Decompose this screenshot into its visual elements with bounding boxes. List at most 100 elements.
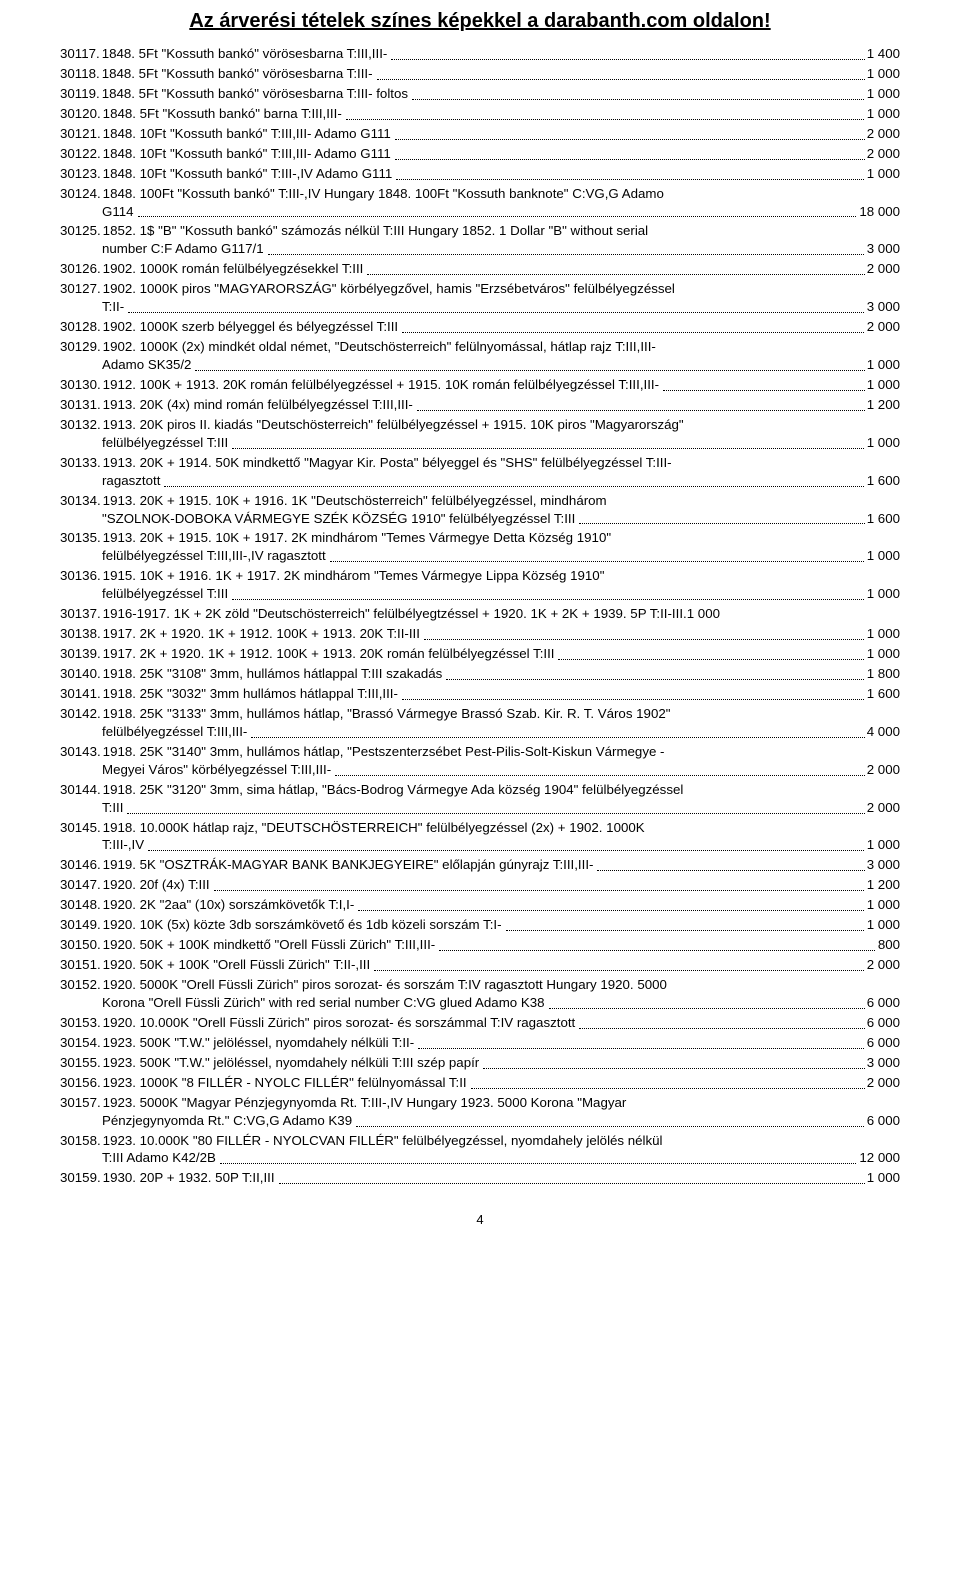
lot-number: 30141.	[60, 685, 101, 703]
lot-line: 1 20030131.1913. 20K (4x) mind román fel…	[60, 396, 900, 414]
lot-text: 1918. 10.000K hátlap rajz, "DEUTSCHÖSTER…	[101, 820, 645, 835]
lot-line: 1 000Adamo SK35/2	[60, 356, 900, 374]
lot-number: 30148.	[60, 896, 101, 914]
lot-item: 6 00030153.1920. 10.000K "Orell Füssli Z…	[60, 1014, 900, 1032]
lot-item: 1 000 30130.1912. 100K + 1913. 20K román …	[60, 376, 900, 394]
lot-item: 2 00030128.1902. 1000K szerb bélyeggel é…	[60, 318, 900, 336]
lot-item: 1 00030159.1930. 20P + 1932. 50P T:II,II…	[60, 1169, 900, 1187]
lot-number: 30150.	[60, 936, 101, 954]
lot-line: 1 000 30130.1912. 100K + 1913. 20K román …	[60, 376, 900, 394]
lot-price: 1 000	[865, 645, 900, 663]
lot-text: 1917. 2K + 1920. 1K + 1912. 100K + 1913.…	[101, 646, 557, 661]
lot-price: 1 000	[865, 625, 900, 643]
lot-number: 30149.	[60, 916, 101, 934]
lot-line: 2 00030151.1920. 50K + 100K "Orell Füssl…	[60, 956, 900, 974]
lot-text: 1848. 5Ft "Kossuth bankó" vörösesbarna T…	[100, 66, 375, 81]
lot-item: 30136.1915. 10K + 1916. 1K + 1917. 2K mi…	[60, 567, 900, 603]
lot-line: 6 000Pénzjegynyomda Rt." C:VG,G Adamo K3…	[60, 1112, 900, 1130]
lot-line: 1 000felülbélyegzéssel T:III	[60, 585, 900, 603]
lot-line: 1 600ragasztott	[60, 472, 900, 490]
lot-price: 1 000	[865, 65, 900, 83]
lot-text: 1920. 10K (5x) közte 3db sorszámkövető é…	[101, 917, 504, 932]
lot-line: 3 00030146.1919. 5K "OSZTRÁK-MAGYAR BANK…	[60, 856, 900, 874]
lot-number: 30119.	[60, 85, 100, 103]
lot-line: 2 000 30122.1848. 10Ft "Kossuth bankó" T:…	[60, 145, 900, 163]
lot-line: 30142.1918. 25K "3133" 3mm, hullámos hát…	[60, 705, 900, 723]
lot-text: 1920. 10.000K "Orell Füssli Zürich" piro…	[101, 1015, 578, 1030]
lot-item: 2 00030126.1902. 1000K román felülbélyeg…	[60, 260, 900, 278]
lot-number: 30139.	[60, 645, 101, 663]
lot-item: 30158.1923. 10.000K "80 FILLÉR - NYOLCVA…	[60, 1132, 900, 1168]
lot-price: 1 600	[865, 472, 900, 490]
lot-price: 2 000	[865, 956, 900, 974]
lot-number: 30122.	[60, 145, 101, 163]
lot-text: 1848. 5Ft "Kossuth bankó" vörösesbarna T…	[100, 86, 410, 101]
lot-item: 1 20030131.1913. 20K (4x) mind román fel…	[60, 396, 900, 414]
lot-item: 30127.1902. 1000K piros "MAGYARORSZÁG" k…	[60, 280, 900, 316]
lot-number: 30138.	[60, 625, 101, 643]
lot-price: 2 000	[865, 145, 900, 163]
lot-text: 1913. 20K piros II. kiadás "Deutschöster…	[101, 417, 684, 432]
lot-price: 18 000	[857, 203, 900, 221]
lot-line: 30127.1902. 1000K piros "MAGYARORSZÁG" k…	[60, 280, 900, 298]
lot-price: 1 000	[865, 165, 900, 183]
lot-number: 30125.	[60, 222, 101, 240]
lot-price: 1 800	[865, 665, 900, 683]
lot-item: 30133.1913. 20K + 1914. 50K mindkettő "M…	[60, 454, 900, 490]
lot-price: 2 000	[865, 260, 900, 278]
lot-text: 1920. 2K "2aa" (10x) sorszámkövetők T:I,…	[101, 897, 357, 912]
lot-number: 30118.	[60, 65, 100, 83]
lot-text: T:III	[60, 800, 125, 815]
lot-text: Pénzjegynyomda Rt." C:VG,G Adamo K39	[60, 1113, 354, 1128]
lot-number: 30146.	[60, 856, 101, 874]
lot-item: 2 00030151.1920. 50K + 100K "Orell Füssl…	[60, 956, 900, 974]
lot-line: 1 000 30118.1848. 5Ft "Kossuth bankó" vör…	[60, 65, 900, 83]
lot-text: 1920. 20f (4x) T:III	[101, 877, 212, 892]
lot-text: 1918. 25K "3133" 3mm, hullámos hátlap, "…	[101, 706, 671, 721]
lot-text: 1923. 500K "T.W." jelöléssel, nyomdahely…	[101, 1055, 482, 1070]
lot-price: 1 000	[865, 916, 900, 934]
lot-line: 30137.1916-1917. 1K + 2K zöld "Deutschös…	[60, 605, 900, 623]
lot-line: 30124.1848. 100Ft "Kossuth bankó" T:III-…	[60, 185, 900, 203]
lot-text: felülbélyegzéssel T:III,III-	[60, 724, 249, 739]
lot-number: 30126.	[60, 260, 101, 278]
lot-text: 1913. 20K + 1914. 50K mindkettő "Magyar …	[101, 455, 672, 470]
lot-number: 30153.	[60, 1014, 101, 1032]
lot-item: 30143.1918. 25K "3140" 3mm, hullámos hát…	[60, 743, 900, 779]
lot-price: 3 000	[865, 298, 900, 316]
lot-item: 30134.1913. 20K + 1915. 10K + 1916. 1K "…	[60, 492, 900, 528]
lot-text: 1923. 500K "T.W." jelöléssel, nyomdahely…	[101, 1035, 417, 1050]
lot-number: 30156.	[60, 1074, 101, 1092]
lot-text: 1918. 25K "3140" 3mm, hullámos hátlap, "…	[101, 744, 665, 759]
lot-item: 30157.1923. 5000K "Magyar Pénzjegynyomda…	[60, 1094, 900, 1130]
lot-line: 30152.1920. 5000K "Orell Füssli Zürich" …	[60, 976, 900, 994]
lot-text: 1912. 100K + 1913. 20K román felülbélyeg…	[101, 377, 661, 392]
lot-number: 30121.	[60, 125, 101, 143]
lot-price: 1 000	[865, 105, 900, 123]
lot-line: 30125.1852. 1$ "B" "Kossuth bankó" számo…	[60, 222, 900, 240]
lot-text: 1920. 50K + 100K mindkettő "Orell Füssli…	[101, 937, 438, 952]
lot-line: 2 00030121.1848. 10Ft "Kossuth bankó" T:…	[60, 125, 900, 143]
lot-item: 30145.1918. 10.000K hátlap rajz, "DEUTSC…	[60, 819, 900, 855]
lot-item: 2 000 30122.1848. 10Ft "Kossuth bankó" T:…	[60, 145, 900, 163]
lot-item: 1 80030140.1918. 25K "3108" 3mm, hullámo…	[60, 665, 900, 683]
lot-price: 1 000	[865, 376, 900, 394]
lot-price: 1 000	[865, 585, 900, 603]
lot-line: 3 00030155.1923. 500K "T.W." jelöléssel,…	[60, 1054, 900, 1072]
lot-text: 1848. 10Ft "Kossuth bankó" T:III,III- Ad…	[101, 146, 393, 161]
lot-text: 1930. 20P + 1932. 50P T:II,III	[101, 1170, 277, 1185]
lot-text: 1852. 1$ "B" "Kossuth bankó" számozás né…	[101, 223, 648, 238]
lot-line: 2 000Megyei Város" körbélyegzéssel T:III…	[60, 761, 900, 779]
lot-text: 1923. 5000K "Magyar Pénzjegynyomda Rt. T…	[101, 1095, 627, 1110]
lot-number: 30127.	[60, 280, 101, 298]
lot-text: 1916-1917. 1K + 2K zöld "Deutschösterrei…	[101, 606, 687, 621]
lot-number: 30144.	[60, 781, 101, 799]
lot-line: 3 000T:II-	[60, 298, 900, 316]
lot-number: 30130.	[60, 376, 101, 394]
lot-line: 30157.1923. 5000K "Magyar Pénzjegynyomda…	[60, 1094, 900, 1112]
lot-number: 30142.	[60, 705, 101, 723]
lot-price: 2 000	[865, 1074, 900, 1092]
lot-text: 1917. 2K + 1920. 1K + 1912. 100K + 1913.…	[101, 626, 422, 641]
lot-text: 1923. 10.000K "80 FILLÉR - NYOLCVAN FILL…	[101, 1133, 663, 1148]
lot-line: 1 00030119.1848. 5Ft "Kossuth bankó" vör…	[60, 85, 900, 103]
